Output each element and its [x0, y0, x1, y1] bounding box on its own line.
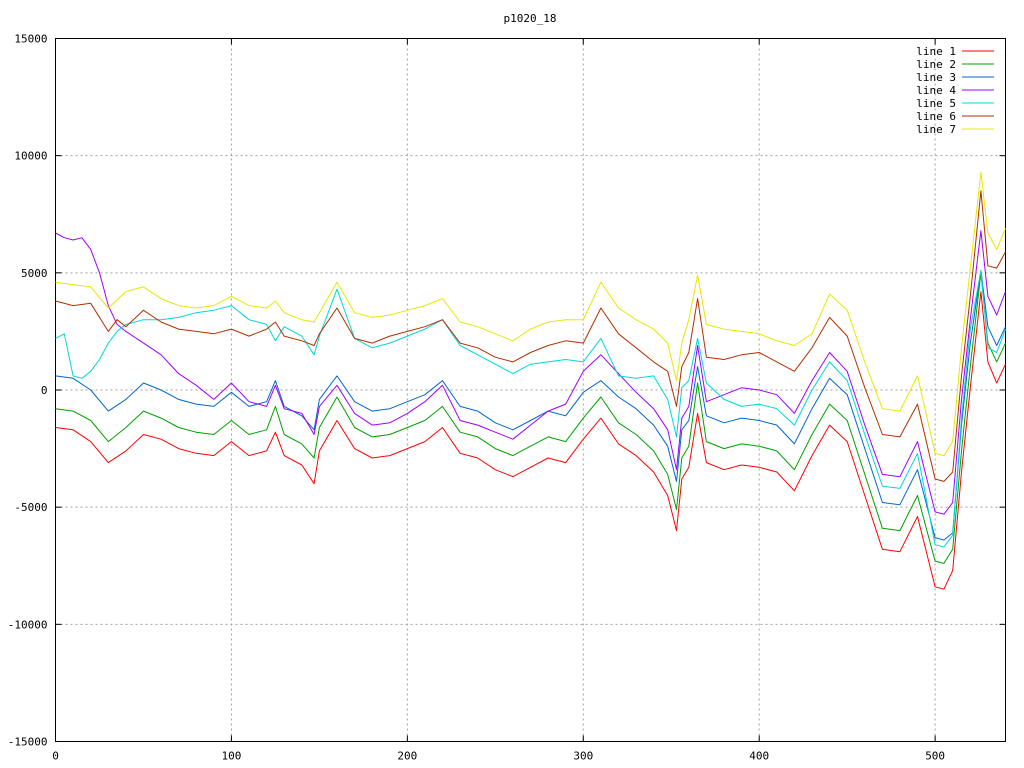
axis-ticks: -15000 -10000 -5000 0 5000 10000 15000 0 100 200 3… [8, 33, 1006, 763]
series-line-5 [55, 270, 1006, 548]
series-line-3 [55, 270, 1006, 541]
y-tick-label: 15000 [14, 33, 47, 46]
legend-label-5: line 5 [916, 97, 956, 110]
series-line-2 [55, 272, 1006, 564]
series-line-6 [55, 190, 1006, 482]
y-tick-label: 10000 [14, 150, 47, 163]
legend-label-1: line 1 [916, 45, 956, 58]
legend-label-7: line 7 [916, 123, 956, 136]
legend-label-3: line 3 [916, 71, 956, 84]
x-tick-label: 400 [749, 750, 769, 763]
legend-label-6: line 6 [916, 110, 956, 123]
y-tick-label: 0 [41, 384, 48, 397]
y-tick-label: -5000 [14, 501, 47, 514]
legend-label-4: line 4 [916, 84, 956, 97]
x-tick-label: 300 [573, 750, 593, 763]
x-tick-label: 0 [52, 750, 59, 763]
x-tick-label: 100 [221, 750, 241, 763]
series-line-4 [55, 230, 1006, 515]
series-line-7 [55, 171, 1006, 457]
y-tick-label: 5000 [21, 267, 48, 280]
series-line-1 [55, 291, 1006, 590]
series-lines [55, 171, 1006, 590]
x-tick-label: 500 [925, 750, 945, 763]
x-tick-label: 200 [397, 750, 417, 763]
y-tick-label: -15000 [8, 736, 48, 749]
chart-title: p1020_18 [504, 12, 557, 25]
y-tick-label: -10000 [8, 618, 48, 631]
legend-label-2: line 2 [916, 58, 956, 71]
grid-lines [55, 38, 1006, 742]
